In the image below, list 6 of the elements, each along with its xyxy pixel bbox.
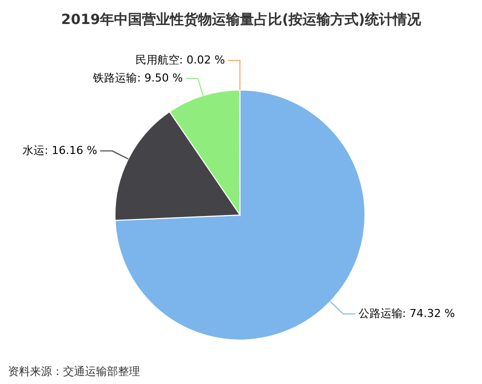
slice-label: 铁路运输: 9.50 % (92, 71, 183, 84)
chart-title: 2019年中国营业性货物运输量占比(按运输方式)统计情况 (61, 11, 422, 28)
slice-label: 水运: 16.16 % (22, 144, 98, 157)
slice-label: 公路运输: 74.32 % (358, 306, 455, 320)
text: 资料来源：交通运输部整理 (8, 365, 140, 378)
slice-label: 民用航空: 0.02 % (135, 53, 225, 66)
